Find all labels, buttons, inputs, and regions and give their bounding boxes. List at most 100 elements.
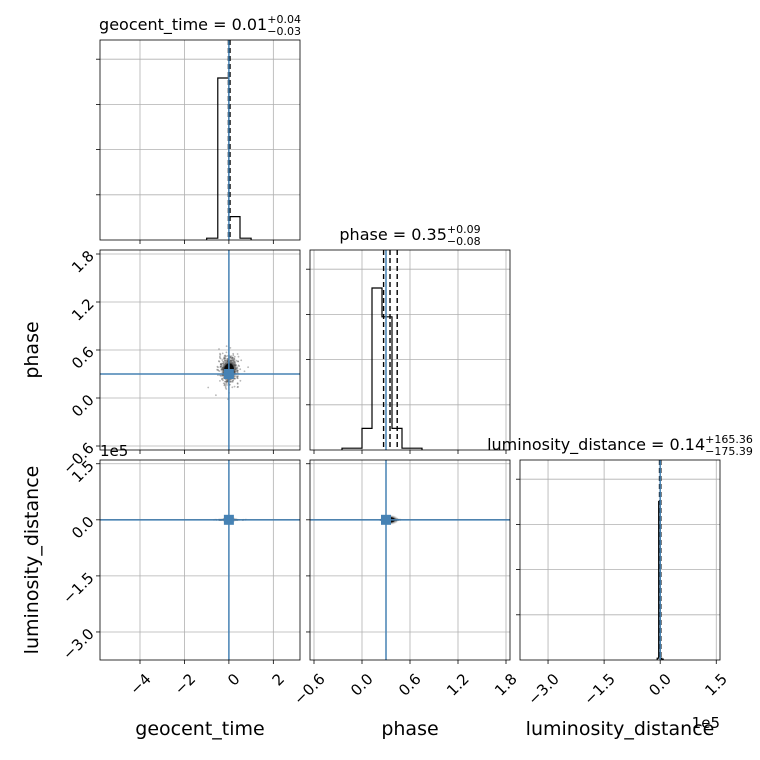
y-tick-label: 0.6 — [68, 343, 98, 373]
sample-point — [219, 352, 221, 355]
x-axis-label-luminosity_distance: luminosity_distance — [526, 718, 715, 740]
x-tick-label: 0 — [224, 670, 243, 689]
x-tick-label: −1.5 — [580, 670, 618, 708]
x-tick-label: 0.0 — [645, 670, 675, 700]
sample-point — [221, 352, 224, 355]
histogram-phase — [341, 287, 423, 450]
sample-point — [236, 376, 239, 378]
sample-point — [225, 382, 228, 385]
sample-point — [229, 347, 232, 349]
sample-point — [238, 365, 241, 367]
sample-point — [217, 366, 220, 369]
title-minus-geocent_time: −0.03 — [267, 25, 301, 38]
sample-point — [222, 382, 225, 385]
sample-point — [235, 359, 238, 362]
y-tick-label: 1.8 — [68, 247, 98, 277]
sample-point — [217, 369, 219, 371]
truth-marker — [223, 369, 234, 379]
sample-point — [216, 365, 219, 368]
sample-point — [223, 357, 226, 360]
sample-point — [223, 383, 226, 385]
sample-point — [218, 348, 220, 350]
x-axis-label-phase: phase — [381, 718, 438, 740]
sample-point — [224, 356, 227, 358]
sample-point — [237, 375, 239, 378]
sample-point — [219, 355, 221, 358]
sample-point — [223, 356, 225, 359]
sample-point — [236, 382, 239, 384]
sample-point — [224, 385, 227, 388]
sample-point — [237, 364, 240, 367]
sample-point — [236, 353, 239, 355]
sample-point — [232, 354, 235, 357]
sample-point — [217, 369, 220, 372]
y-tick-label: 0.0 — [68, 391, 98, 421]
y-tick-label: 0.0 — [68, 513, 98, 543]
sample-point — [224, 381, 227, 383]
sample-point — [237, 360, 240, 363]
sample-point — [225, 351, 228, 354]
sample-point — [219, 356, 221, 359]
title-luminosity_distance: luminosity_distance = 0.14+165.36 — [487, 433, 753, 455]
sample-point — [237, 355, 240, 358]
sample-point — [207, 386, 210, 389]
sample-point — [219, 357, 222, 360]
sample-point — [219, 353, 222, 356]
sample-point — [231, 381, 234, 383]
sample-point — [224, 354, 227, 357]
sample-point — [224, 386, 227, 389]
sample-point — [221, 377, 223, 380]
sample-point — [236, 377, 239, 380]
x-tick-label: 1.2 — [443, 670, 473, 700]
sample-point — [229, 356, 232, 358]
sample-point — [225, 388, 228, 390]
sample-point — [230, 355, 233, 357]
x-tick-label: −0.6 — [290, 670, 328, 708]
sample-point — [222, 358, 225, 360]
y-tick-label: −1.5 — [59, 569, 97, 607]
truth-marker — [381, 514, 391, 525]
title-minus-phase: −0.08 — [447, 235, 481, 248]
sample-point — [233, 358, 236, 360]
x-tick-label: −4 — [126, 670, 154, 698]
sample-point — [215, 394, 217, 397]
sample-point — [229, 356, 232, 358]
title-minus-luminosity_distance: −175.39 — [705, 445, 753, 458]
y-offset-label: 1e5 — [100, 442, 128, 460]
sample-point — [237, 385, 239, 388]
y-axis-label-phase: phase — [21, 321, 43, 378]
sample-point — [218, 370, 221, 372]
sample-point — [231, 356, 234, 359]
sample-point — [225, 345, 228, 348]
truth-marker — [223, 514, 234, 525]
panel-frame-geocent_time-geocent_time — [99, 39, 301, 241]
sample-point — [219, 374, 221, 377]
y-tick-label: −3.0 — [59, 625, 97, 663]
sample-point — [221, 378, 223, 381]
sample-point — [233, 355, 236, 358]
x-tick-label: 2 — [269, 670, 288, 689]
sample-point — [233, 385, 236, 388]
sample-point — [223, 384, 226, 387]
sample-point — [231, 386, 234, 389]
sample-point — [232, 352, 235, 355]
sample-point — [236, 386, 239, 388]
x-tick-label: −2 — [171, 670, 199, 698]
title-main: phase = 0.35 — [339, 225, 446, 244]
sample-point — [231, 356, 234, 359]
title-plus: +0.04 — [267, 13, 301, 26]
sample-point — [243, 370, 246, 373]
sample-point — [236, 377, 239, 379]
x-offset-label: 1e5 — [692, 714, 720, 732]
x-axis-label-geocent_time: geocent_time — [135, 718, 264, 740]
sample-point — [224, 380, 227, 383]
sample-point — [236, 383, 239, 385]
sample-point — [216, 368, 219, 371]
sample-point — [240, 359, 243, 362]
title-main: luminosity_distance = 0.14 — [487, 435, 705, 455]
y-axis-label-luminosity_distance: luminosity_distance — [21, 466, 43, 655]
sample-point — [233, 358, 235, 360]
sample-point — [225, 355, 228, 358]
title-main: geocent_time = 0.01 — [99, 15, 267, 35]
